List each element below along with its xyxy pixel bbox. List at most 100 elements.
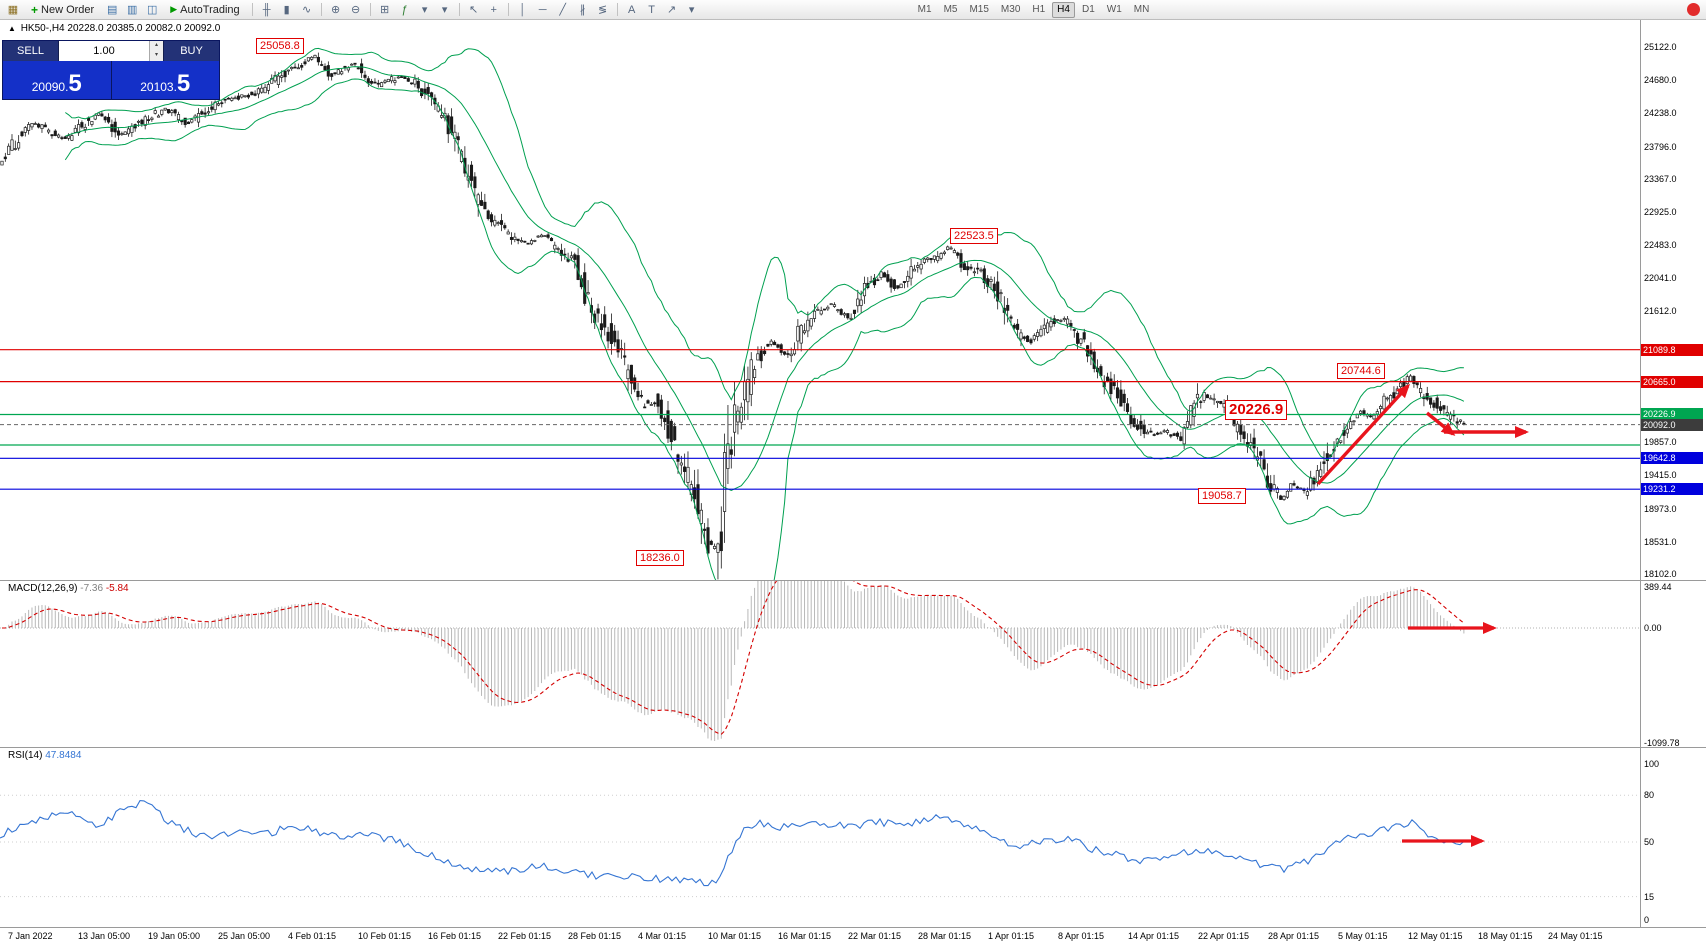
indicators-dropdown-icon[interactable]: ▾ [421,4,428,16]
price-badge: 20665.0 [1641,376,1703,388]
price-callout[interactable]: 22523.5 [950,228,998,244]
time-axis-label: 28 Feb 01:15 [568,931,622,941]
trend-arrows[interactable] [1316,383,1529,486]
vertical-line-icon[interactable]: │ [519,3,527,16]
sell-price-button[interactable]: 20090. 5 [3,61,111,99]
price-badge: 20226.9 [1641,408,1703,420]
label-icon[interactable]: T [648,3,656,16]
cursor-icon[interactable]: ↖ [469,4,479,16]
time-axis-label: 28 Mar 01:15 [918,931,972,941]
navigator-icon[interactable]: ◫ [147,4,158,16]
volume-value[interactable]: 1.00 [93,45,115,57]
rsi-axis-label: 0 [1644,915,1650,925]
price-callout[interactable]: 20744.6 [1337,363,1385,379]
macd-axis-label: 389.44 [1644,582,1672,592]
macd-indicator [0,581,1640,741]
crosshair-icon[interactable]: + [490,3,497,16]
buy-price-big: 5 [176,70,191,97]
autotrading-button[interactable]: ▶ AutoTrading [164,2,245,18]
volume-decrease-button[interactable]: ▾ [150,51,163,61]
horizontal-line-icon[interactable]: ─ [538,3,547,16]
price-axis-label: 22041.0 [1644,273,1677,283]
chart-info-line: ▲ HK50-,H4 20228.0 20385.0 20082.0 20092… [8,23,220,34]
timeframes-dropdown-icon[interactable]: ▾ [441,4,448,16]
macd-axis-label: -1099.78 [1644,738,1680,748]
line-chart-icon[interactable]: ∿ [302,4,312,16]
time-axis-label: 12 May 01:15 [1408,931,1463,941]
macd-axis-label: 0.00 [1644,623,1662,633]
time-axis-label: 4 Feb 01:15 [288,931,337,941]
indicators-icon[interactable]: ƒ [401,3,408,16]
bar-chart-icon[interactable]: ╫ [262,3,271,16]
timeframe-h1[interactable]: H1 [1032,3,1046,15]
time-axis-label: 28 Apr 01:15 [1268,931,1320,941]
trendline-icon[interactable]: ╱ [559,4,566,16]
volume-input[interactable]: 1.00 ▴ ▾ [59,41,163,61]
price-axis-label: 19415.0 [1644,470,1677,480]
candlestick-chart-icon[interactable]: ▮ [283,4,290,16]
macd-label: MACD(12,26,9) -7.36 -5.84 [8,583,129,594]
price-badge: 20092.0 [1641,419,1703,431]
price-axis-label: 25122.0 [1644,42,1677,52]
candles-layer [0,52,1466,580]
toolbar-separator [507,3,509,16]
price-callout[interactable]: 25058.8 [256,38,304,54]
timeframe-mn[interactable]: MN [1133,3,1150,15]
time-axis-label: 10 Feb 01:15 [358,931,412,941]
time-axis-label: 7 Jan 2022 [8,931,53,941]
macd-value-main: -7.36 [80,583,104,594]
horizontal-level-lines[interactable] [0,349,1640,490]
rsi-indicator [0,794,1640,898]
sell-button[interactable]: SELL [3,41,59,61]
time-axis-label: 8 Apr 01:15 [1058,931,1105,941]
market-watch-icon[interactable]: ▤ [107,4,118,16]
one-click-collapse-icon[interactable]: ▲ [8,24,16,33]
shapes-dropdown-icon[interactable]: ▾ [688,4,695,16]
rsi-line [0,800,1465,887]
time-axis-label: 19 Jan 05:00 [148,931,201,941]
play-icon: ▶ [170,4,178,14]
macd-name: MACD(12,26,9) [8,583,78,594]
channel-icon[interactable]: ∦ [579,4,586,16]
zoom-out-icon[interactable]: ⊖ [351,4,361,16]
charts-icon[interactable]: ▦ [7,4,19,16]
time-axis-label: 4 Mar 01:15 [638,931,687,941]
price-axis-label: 18531.0 [1644,537,1677,547]
time-axis-label: 25 Jan 05:00 [218,931,271,941]
timeframe-m5[interactable]: M5 [943,3,958,15]
bollinger-bands [64,47,1465,580]
time-axis-label: 1 Apr 01:15 [988,931,1035,941]
timeframe-w1[interactable]: W1 [1106,3,1122,15]
time-axis-label: 16 Mar 01:15 [778,931,832,941]
timeframe-d1[interactable]: D1 [1081,3,1095,15]
volume-increase-button[interactable]: ▴ [150,41,163,51]
text-icon[interactable]: A [627,3,636,16]
rsi-axis-label: 15 [1644,892,1655,902]
fibonacci-icon[interactable]: ≶ [598,4,608,16]
tile-windows-icon[interactable]: ⊞ [380,4,390,16]
price-axis-label: 22925.0 [1644,207,1677,217]
zoom-in-icon[interactable]: ⊕ [331,4,341,16]
price-callout[interactable]: 18236.0 [636,550,684,566]
price-axis-label: 23367.0 [1644,174,1677,184]
price-badge: 19642.8 [1641,452,1703,464]
timeframe-m15[interactable]: M15 [969,3,989,15]
price-callout[interactable]: 19058.7 [1198,488,1246,504]
data-window-icon[interactable]: ▥ [127,4,138,16]
price-axis-label: 24238.0 [1644,108,1677,118]
toolbar-separator [369,3,371,16]
time-axis-label: 18 May 01:15 [1478,931,1533,941]
new-order-button[interactable]: + New Order [25,2,100,18]
toolbar-separator [458,3,460,16]
timeframe-m1[interactable]: M1 [917,3,932,15]
timeframe-h4[interactable]: H4 [1052,1,1075,18]
arrows-icon[interactable]: ↗ [667,4,677,16]
timeframe-m30[interactable]: M30 [1000,3,1021,15]
price-callout[interactable]: 20226.9 [1225,400,1288,420]
symbol-label: HK50-,H4 [20,23,65,34]
time-axis-label: 10 Mar 01:15 [708,931,762,941]
buy-button[interactable]: BUY [163,41,219,61]
buy-price-button[interactable]: 20103. 5 [110,61,220,99]
